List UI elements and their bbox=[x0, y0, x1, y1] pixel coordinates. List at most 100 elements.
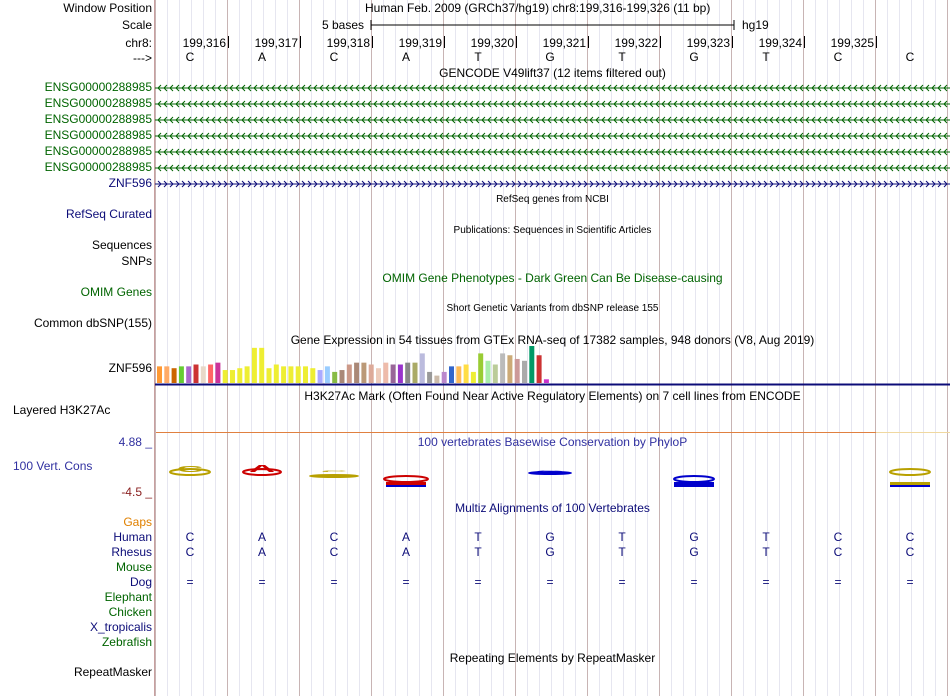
h3k27ac-label[interactable]: Layered H3K27Ac bbox=[13, 403, 111, 417]
strand-arrow bbox=[835, 100, 840, 108]
gencode-row-label[interactable]: ENSG00000288985 bbox=[44, 128, 152, 142]
publications-label[interactable]: Sequences bbox=[91, 238, 152, 252]
species-label[interactable]: Chicken bbox=[108, 605, 152, 619]
gtex-bar-chart[interactable] bbox=[155, 345, 950, 387]
species-label[interactable]: X_tropicalis bbox=[89, 620, 152, 634]
strand-arrow bbox=[607, 84, 612, 92]
strand-arrow bbox=[835, 132, 840, 140]
strand-arrow bbox=[271, 164, 276, 172]
gtex-bar bbox=[346, 364, 352, 383]
gtex-bar bbox=[288, 366, 294, 383]
snps-label[interactable]: SNPs bbox=[121, 254, 152, 268]
ruler-tick bbox=[372, 36, 373, 48]
strand-arrow bbox=[943, 84, 948, 92]
omim-label[interactable]: OMIM Genes bbox=[80, 285, 152, 299]
species-label[interactable]: Dog bbox=[129, 575, 152, 589]
gtex-label[interactable]: ZNF596 bbox=[108, 361, 152, 375]
strand-arrow bbox=[709, 116, 714, 124]
strand-arrow bbox=[535, 164, 540, 172]
refseq-label[interactable]: RefSeq Curated bbox=[65, 207, 152, 221]
gencode-row-label[interactable]: ENSG00000288985 bbox=[44, 96, 152, 110]
strand-arrow bbox=[223, 84, 228, 92]
assembly-position-text[interactable]: Human Feb. 2009 (GRCh37/hg19) chr8:199,3… bbox=[365, 1, 711, 15]
gencode-row-label[interactable]: ENSG00000288985 bbox=[44, 144, 152, 158]
strand-arrow bbox=[523, 132, 528, 140]
strand-arrow bbox=[319, 132, 324, 140]
strand-arrow bbox=[799, 116, 804, 124]
strand-arrow bbox=[619, 84, 624, 92]
gaps-label[interactable]: Gaps bbox=[123, 515, 152, 529]
strand-arrow bbox=[235, 164, 240, 172]
species-label[interactable]: Human bbox=[113, 530, 152, 544]
strand-arrow bbox=[829, 84, 834, 92]
gtex-bar bbox=[281, 366, 287, 383]
strand-arrow bbox=[277, 148, 282, 156]
strand-arrow bbox=[631, 164, 636, 172]
gtex-bar bbox=[186, 366, 192, 383]
strand-arrow bbox=[205, 180, 210, 188]
strand-arrow bbox=[235, 116, 240, 124]
repeatmasker-label[interactable]: RepeatMasker bbox=[73, 665, 152, 679]
strand-arrow bbox=[271, 100, 276, 108]
strand-arrow bbox=[289, 116, 294, 124]
strand-arrow bbox=[433, 132, 438, 140]
strand-arrow bbox=[925, 148, 930, 156]
strand-arrow bbox=[637, 132, 642, 140]
gencode-row-label[interactable]: ENSG00000288985 bbox=[44, 112, 152, 126]
strand-arrow bbox=[283, 180, 288, 188]
strand-arrow bbox=[799, 164, 804, 172]
strand-arrow bbox=[391, 164, 396, 172]
strand-arrow bbox=[811, 164, 816, 172]
species-label[interactable]: Zebrafish bbox=[101, 635, 152, 649]
strand-label[interactable]: ---> bbox=[133, 51, 152, 65]
strand-arrow bbox=[715, 180, 720, 188]
strand-arrow bbox=[529, 116, 534, 124]
gencode-row-label[interactable]: ENSG00000288985 bbox=[44, 160, 152, 174]
strand-arrow bbox=[601, 148, 606, 156]
cons-logo-bar bbox=[386, 482, 426, 485]
strand-arrow bbox=[337, 132, 342, 140]
strand-arrow bbox=[445, 84, 450, 92]
strand-arrow bbox=[493, 180, 498, 188]
strand-arrow bbox=[307, 148, 312, 156]
strand-arrow bbox=[691, 84, 696, 92]
strand-arrow bbox=[625, 116, 630, 124]
strand-arrow bbox=[589, 164, 594, 172]
gencode-row-label[interactable]: ZNF596 bbox=[108, 176, 152, 190]
strand-arrow bbox=[265, 148, 270, 156]
strand-arrow bbox=[427, 100, 432, 108]
strand-arrow bbox=[727, 116, 732, 124]
gtex-bar bbox=[164, 366, 170, 383]
strand-arrow bbox=[751, 116, 756, 124]
gencode-row-label[interactable]: ENSG00000288985 bbox=[44, 80, 152, 94]
strand-arrow bbox=[397, 84, 402, 92]
strand-arrow bbox=[931, 100, 936, 108]
dbsnp-label[interactable]: Common dbSNP(155) bbox=[33, 316, 152, 330]
strand-arrow bbox=[217, 164, 222, 172]
strand-arrow bbox=[865, 180, 870, 188]
strand-arrow bbox=[493, 148, 498, 156]
species-base: C bbox=[905, 530, 915, 544]
h3k27ac-title: H3K27Ac Mark (Often Found Near Active Re… bbox=[304, 389, 801, 403]
gencode-tracks[interactable] bbox=[155, 80, 950, 192]
strand-arrow bbox=[847, 132, 852, 140]
species-label[interactable]: Mouse bbox=[115, 560, 152, 574]
strand-arrow bbox=[415, 164, 420, 172]
strand-arrow bbox=[913, 84, 918, 92]
strand-arrow bbox=[529, 100, 534, 108]
strand-arrow bbox=[553, 132, 558, 140]
species-label[interactable]: Elephant bbox=[104, 590, 152, 604]
cons-logo-negative bbox=[890, 482, 930, 487]
species-label[interactable]: Rhesus bbox=[111, 545, 152, 559]
strand-arrow bbox=[871, 164, 876, 172]
conservation-label[interactable]: 100 Vert. Cons bbox=[13, 459, 93, 473]
strand-arrow bbox=[409, 148, 414, 156]
strand-arrow bbox=[931, 180, 936, 188]
strand-arrow bbox=[847, 84, 852, 92]
strand-arrow bbox=[553, 164, 558, 172]
strand-arrow bbox=[691, 180, 696, 188]
strand-arrow bbox=[217, 100, 222, 108]
strand-arrow bbox=[355, 100, 360, 108]
strand-arrow bbox=[241, 100, 246, 108]
